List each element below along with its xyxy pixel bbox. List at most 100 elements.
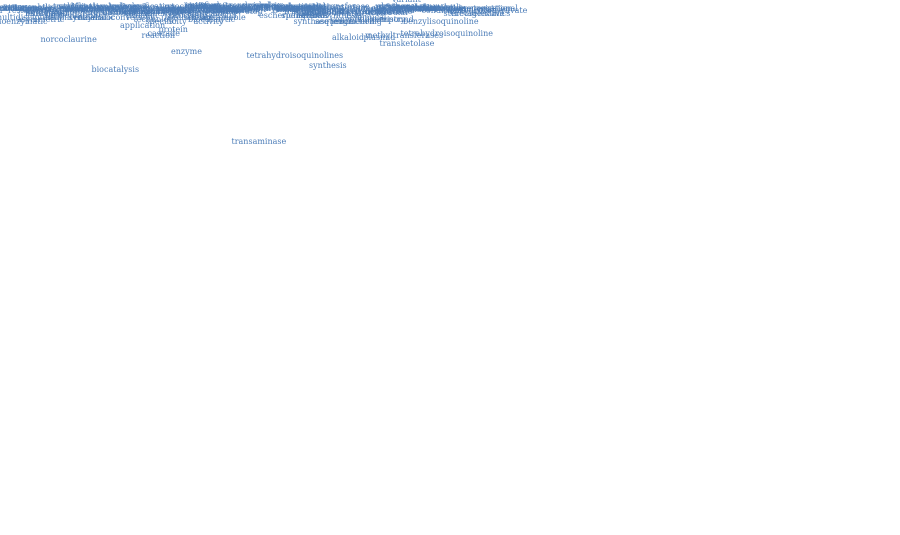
word-imine: imine [185, 1, 209, 10]
word-kinetic: kinetic [123, 9, 152, 18]
word-yield: yield [175, 6, 196, 15]
word-design: design [210, 11, 237, 20]
word-technology: technology [133, 15, 179, 24]
word-pictet: pictet [235, 5, 259, 14]
word-fermentation: fermentation [45, 11, 99, 20]
word-biotransformation: biotransformation [167, 5, 241, 14]
word-system: system [212, 7, 241, 16]
word-production: production [330, 17, 375, 26]
word-pseudomonas: pseudomonas [59, 4, 115, 13]
word-resistance: resistance [8, 6, 50, 15]
word-ketone: ketone [166, 6, 195, 15]
word-mutagenesis: mutagenesis [36, 5, 88, 14]
word-sugar: sugar [275, 5, 299, 14]
word-unique: unique [109, 2, 138, 11]
word-serine: serine [214, 5, 240, 14]
word-transaminase: transaminase [231, 137, 287, 146]
word-purification: purification [58, 2, 105, 11]
word-strain: strain [215, 6, 239, 15]
word-analysis: analysis [122, 7, 155, 16]
word-optimisation: optimisation [373, 3, 424, 12]
word-optimum: optimum [185, 1, 222, 10]
word-metagenotic: metagenotic [2, 3, 53, 12]
word-phosphate: phosphate [206, 5, 249, 14]
word-cell: cell [222, 7, 237, 16]
word-benzylisoquinoline: benzylisoquinoline [403, 17, 479, 26]
word-activity: activity [193, 17, 224, 26]
word-carbonyl: carbonyl [111, 5, 147, 14]
word-vinasse: vinasse [197, 6, 228, 15]
word-limitations: limitations [189, 2, 233, 11]
word-autonucleolytic: autonucleolytic [0, 4, 33, 13]
word-regioselectivity: regioselectivity [199, 3, 262, 12]
word-biocatalyst: biocatalyst [301, 7, 346, 16]
word-biocatalysis: biocatalysis [91, 65, 140, 74]
word-pathway: pathway [296, 9, 331, 18]
word-donor: donor [277, 5, 301, 14]
word-synthons: synthons [378, 2, 415, 11]
word-formation: formation [362, 7, 403, 16]
word-identification: identification [130, 4, 184, 13]
word-performance: performance [184, 2, 237, 11]
word-significant: significant [202, 2, 245, 11]
word-arabinose: arabinose [375, 6, 415, 15]
word-expression: expression [163, 8, 207, 17]
word-biocatalytic: biocatalytic [188, 15, 236, 24]
word-study: study [304, 3, 327, 12]
word-multidisciplinary: multidisciplinary [0, 13, 63, 22]
word-metagenomics: metagenomics [451, 9, 511, 18]
word-mycobacterium: mycobacterium [305, 3, 369, 12]
word-inhibition: inhibition [407, 4, 446, 13]
word-metagenome: metagenome [296, 5, 349, 14]
word-functional: functional [27, 9, 68, 18]
word-plasmid: plasmid [363, 33, 396, 42]
word-disubstituted: disubstituted [272, 2, 326, 11]
word-biotechnology: biotechnology [83, 3, 141, 12]
word-escherichia: escherichia [259, 11, 306, 20]
word-conversion: conversion [330, 15, 375, 24]
word-single: single [289, 5, 314, 14]
word-whole: whole [252, 1, 277, 10]
word-compound: compound [371, 15, 414, 24]
word-tetrahydroisoquinoline: tetrahydroisoquinoline [400, 29, 493, 38]
word-chemistry: chemistry [365, 15, 406, 24]
word-method: method [339, 7, 370, 16]
word-traditional: traditional [53, 2, 96, 11]
word-potential: potential [25, 7, 62, 16]
word-increase: increase [353, 5, 388, 14]
word-alignment: alignment [275, 3, 316, 12]
word-product: product [126, 11, 159, 20]
word-step: step [245, 7, 263, 16]
word-mechanism: mechanism [164, 13, 211, 22]
word-domain: domain [364, 7, 395, 16]
word-reusable: reusable [290, 3, 326, 12]
word-engineering: engineering [333, 17, 382, 26]
word-recombinant: recombinant [378, 5, 430, 14]
word-microscale: microscale [205, 6, 250, 15]
word-glucose: glucose [312, 6, 343, 15]
word-coli: coli [298, 9, 313, 18]
word-metagenomic: metagenomic [389, 4, 445, 13]
word-supercoiling: supercoiling [178, 4, 229, 13]
word-substrate: substrate [169, 11, 208, 20]
word-trends: trends [225, 1, 252, 10]
word-bioconversions: bioconversions [12, 4, 74, 13]
word-alternative: alternative [104, 3, 149, 12]
word-sequential: sequential [276, 2, 319, 11]
word-natural: natural [157, 7, 187, 16]
word-enzymatic: enzymatic [73, 13, 115, 22]
word-mixed: mixed [245, 1, 271, 10]
word-chemical: chemical [350, 13, 387, 22]
word-cascade: cascade [147, 29, 180, 38]
word-dopamine: dopamine [88, 8, 128, 17]
word-catalytic: catalytic [191, 4, 226, 13]
word-structure: structure [354, 8, 392, 17]
word-reaction: reaction [141, 31, 176, 40]
word-continuous: continuous [60, 6, 105, 15]
word-compounds: compounds [224, 3, 271, 12]
word-characterization: characterization [446, 4, 513, 13]
word-protein: protein [158, 25, 188, 34]
word-modification: modification [59, 4, 110, 13]
word-dependent: dependent [306, 8, 350, 17]
word-different: different [102, 7, 138, 16]
